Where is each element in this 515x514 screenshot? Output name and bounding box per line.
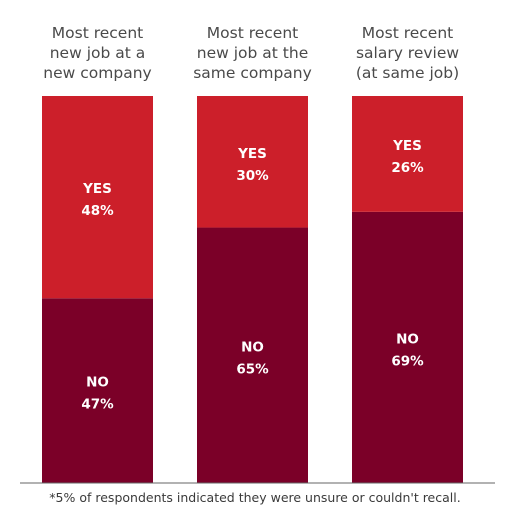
column-title: Most recent new job at a new company	[43, 24, 151, 82]
data-label-no: 69%	[391, 353, 424, 369]
column-title-line: new job at a	[50, 44, 146, 62]
column-title: Most recent salary review (at same job)	[356, 24, 460, 82]
column-title-line: new job at the	[197, 44, 308, 62]
column-title-line: Most recent	[207, 24, 298, 42]
bar-segment-yes	[42, 96, 153, 299]
column-title-line: Most recent	[52, 24, 143, 42]
bar-segment-no	[42, 298, 153, 483]
column-title-line: Most recent	[362, 24, 453, 42]
segment-label-no: NO	[241, 339, 264, 355]
bars	[42, 96, 463, 483]
segment-label-yes: YES	[82, 181, 112, 197]
column-title-line: (at same job)	[356, 64, 459, 82]
column-title: Most recent new job at the same company	[193, 24, 312, 82]
column-title-line: new company	[43, 64, 151, 82]
bar-segment-no	[197, 227, 308, 483]
segment-label-no: NO	[86, 375, 109, 391]
segment-label-yes: YES	[237, 146, 267, 162]
bar-segment-no	[352, 211, 463, 483]
data-label-yes: 48%	[81, 203, 114, 219]
segment-label-no: NO	[396, 331, 419, 347]
data-label-no: 47%	[81, 397, 114, 413]
footnote: *5% of respondents indicated they were u…	[49, 490, 460, 505]
segment-labels: NO 47% YES 48% NO 65% YES 30% NO 69% YES 26%	[81, 138, 424, 413]
bar-segment-yes	[352, 96, 463, 212]
segment-label-yes: YES	[392, 138, 422, 154]
data-label-yes: 30%	[236, 168, 269, 184]
data-label-no: 65%	[236, 361, 269, 377]
column-title-line: same company	[193, 64, 312, 82]
bar-segment-yes	[197, 96, 308, 228]
column-title-line: salary review	[356, 44, 459, 62]
data-label-yes: 26%	[391, 160, 424, 176]
